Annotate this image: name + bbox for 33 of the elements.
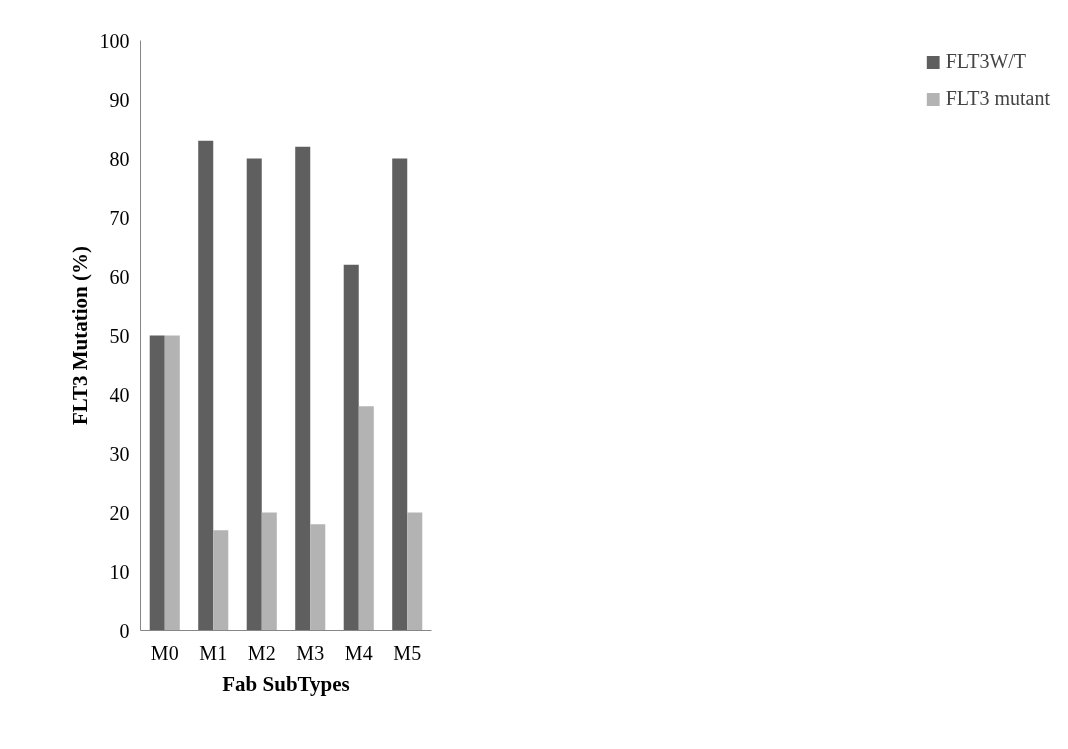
y-tick-label: 10 [109, 560, 130, 583]
bar [358, 406, 374, 631]
y-tick-label: 90 [109, 88, 130, 111]
x-tick-label: M3 [296, 641, 325, 664]
bar [392, 158, 408, 631]
y-tick-label: 50 [109, 324, 130, 347]
y-tick-label: 30 [109, 442, 130, 465]
x-tick-label: M5 [393, 641, 422, 664]
y-tick-label: 60 [109, 265, 130, 288]
bar [295, 146, 311, 631]
x-tick-label: M1 [199, 641, 228, 664]
bar [310, 524, 326, 631]
x-axis-title: Fab SubTypes [222, 671, 350, 696]
legend-label: FLT3W/T [945, 50, 1027, 73]
bar [164, 335, 180, 631]
y-tick-label: 20 [109, 501, 130, 524]
bar [343, 264, 359, 631]
x-tick-label: M2 [247, 641, 276, 664]
bar [213, 530, 229, 631]
y-tick-label: 100 [99, 29, 130, 52]
y-tick-label: 40 [109, 383, 130, 406]
y-tick-label: 80 [109, 147, 130, 170]
y-axis-title: FLT3 Mutation (%) [67, 246, 92, 425]
bar [246, 158, 262, 631]
legend-label: FLT3 mutant [945, 87, 1050, 110]
y-tick-label: 70 [109, 206, 130, 229]
y-tick-label: 0 [119, 619, 130, 642]
x-tick-label: M4 [344, 641, 373, 664]
bar [198, 140, 214, 631]
bar [407, 512, 423, 631]
bar [149, 335, 165, 631]
x-tick-label: M0 [150, 641, 179, 664]
bar [261, 512, 277, 631]
